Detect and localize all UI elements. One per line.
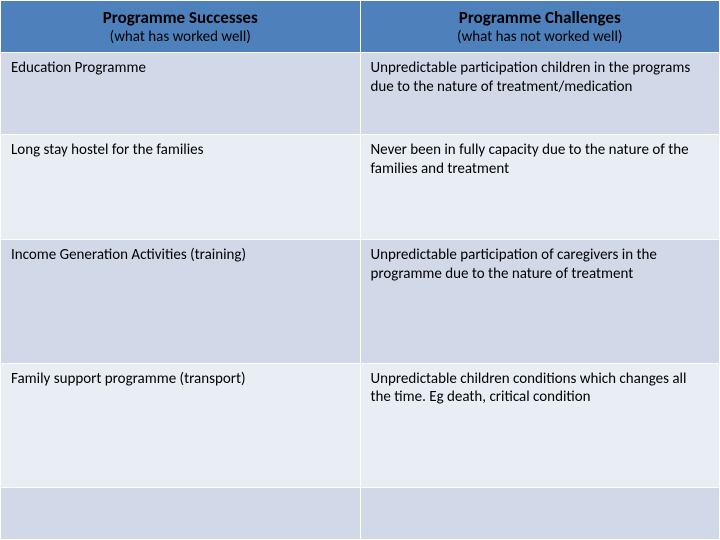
header-challenges-title: Programme Challenges [371,7,710,28]
header-challenges-sub: (what has not worked well) [371,28,710,46]
programme-table: Programme Successes (what has worked wel… [0,0,720,540]
table-row: Family support programme (transport) Unp… [1,363,720,487]
cell-challenge: Unpredictable participation children in … [360,53,720,135]
table-header-row: Programme Successes (what has worked wel… [1,1,720,53]
cell-challenge: Never been in fully capacity due to the … [360,134,720,239]
cell-success [1,487,361,540]
table-row: Long stay hostel for the families Never … [1,134,720,239]
header-successes-title: Programme Successes [11,7,350,28]
header-successes-sub: (what has worked well) [11,28,350,46]
table-row [1,487,720,540]
cell-success: Long stay hostel for the families [1,134,361,239]
table-row: Education Programme Unpredictable partic… [1,53,720,135]
cell-success: Family support programme (transport) [1,363,361,487]
cell-challenge: Unpredictable children conditions which … [360,363,720,487]
cell-success: Education Programme [1,53,361,135]
table-row: Income Generation Activities (training) … [1,239,720,363]
table-body: Education Programme Unpredictable partic… [1,53,720,540]
cell-success: Income Generation Activities (training) [1,239,361,363]
cell-challenge [360,487,720,540]
header-successes: Programme Successes (what has worked wel… [1,1,361,53]
header-challenges: Programme Challenges (what has not worke… [360,1,720,53]
cell-challenge: Unpredictable participation of caregiver… [360,239,720,363]
